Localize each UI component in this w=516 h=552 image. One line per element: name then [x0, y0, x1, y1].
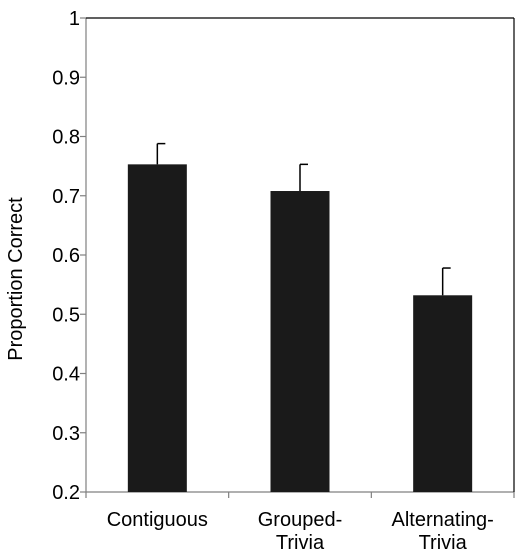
x-tick-label: Contiguous [107, 509, 208, 531]
x-tick-label: Trivia [419, 532, 468, 552]
y-tick-label: 0.7 [52, 186, 80, 208]
y-tick-label: 0.4 [52, 364, 80, 386]
bar [413, 295, 473, 492]
y-tick-label: 0.8 [52, 127, 80, 149]
y-tick-label: 0.9 [52, 67, 80, 89]
x-tick-label: Alternating- [392, 509, 494, 531]
x-tick-label: Grouped- [258, 509, 343, 531]
y-tick-label: 0.6 [52, 245, 80, 267]
bars [127, 164, 473, 492]
x-tick-labels: Contiguous Grouped-TriviaAlternating-Triv… [107, 509, 494, 552]
y-axis-title: Proportion Correct [5, 197, 27, 361]
y-tick-labels: 0.2 0.3 0.4 0.5 0.6 0.7 0.8 0.9 1 [52, 8, 80, 504]
y-tick-label: 0.2 [52, 482, 80, 504]
bar [127, 164, 187, 492]
x-tick-label: Trivia [276, 532, 325, 552]
y-tick-label: 1 [69, 8, 80, 30]
error-bars [156, 142, 451, 296]
y-tick-label: 0.5 [52, 304, 80, 326]
y-tick-label: 0.3 [52, 423, 80, 445]
bar [270, 191, 330, 492]
